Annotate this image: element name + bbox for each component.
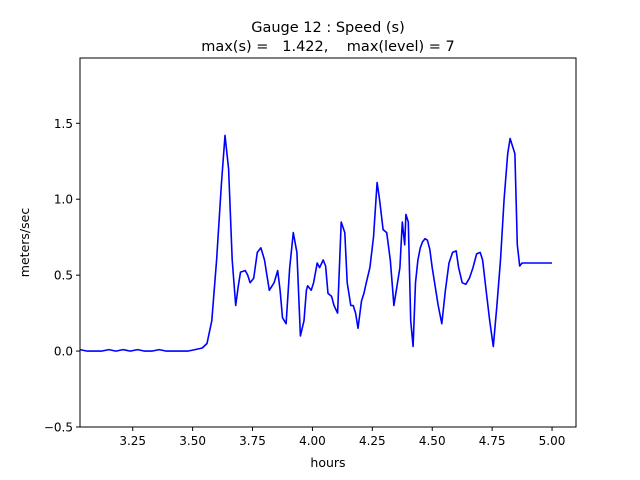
x-tick-label: 3.25	[119, 434, 146, 448]
plot-frame	[79, 57, 577, 428]
x-tick-label: 3.50	[179, 434, 206, 448]
x-tick-label: 4.00	[299, 434, 326, 448]
y-tick-label: 0.0	[54, 345, 73, 359]
series-line	[79, 134, 552, 352]
x-axis-label: hours	[310, 455, 345, 470]
x-tick-label: 5.00	[539, 434, 566, 448]
y-tick-label: 0.5	[54, 269, 73, 283]
x-tick-label: 4.50	[419, 434, 446, 448]
y-tick-label: −0.5	[44, 421, 73, 435]
chart-subtitle: max(s) = 1.422, max(level) = 7	[201, 39, 455, 55]
plot-area	[79, 57, 577, 428]
chart-title: Gauge 12 : Speed (s)	[251, 20, 405, 36]
y-tick-label: 1.5	[54, 117, 73, 131]
x-tick-label: 4.25	[359, 434, 386, 448]
series-layer	[79, 134, 552, 352]
y-tick-label: 1.0	[54, 193, 73, 207]
x-tick-label: 4.75	[479, 434, 506, 448]
y-axis-label: meters/sec	[17, 208, 32, 278]
y-axis: −0.5 0.0 0.5 1.0 1.5	[44, 117, 80, 435]
x-axis: 3.25 3.50 3.75 4.00 4.25 4.50 4.75 5.00	[119, 427, 565, 448]
x-tick-label: 3.75	[239, 434, 266, 448]
